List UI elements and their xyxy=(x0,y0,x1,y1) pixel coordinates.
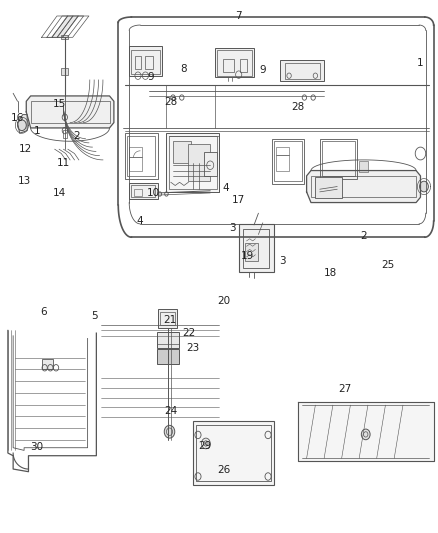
Bar xyxy=(61,68,68,75)
Bar xyxy=(196,425,271,481)
Text: 30: 30 xyxy=(30,442,43,451)
Text: 2: 2 xyxy=(360,231,367,240)
Bar xyxy=(127,136,155,176)
Text: 18: 18 xyxy=(324,268,337,278)
Bar xyxy=(280,60,324,81)
Bar xyxy=(320,139,357,179)
Circle shape xyxy=(361,429,370,440)
Bar xyxy=(135,56,141,69)
Bar xyxy=(125,133,158,179)
Text: 24: 24 xyxy=(164,407,177,416)
Text: 28: 28 xyxy=(164,98,177,107)
Text: 6: 6 xyxy=(40,307,47,317)
Text: 3: 3 xyxy=(229,223,236,233)
Bar xyxy=(173,141,191,163)
Bar xyxy=(359,161,368,172)
Bar xyxy=(311,176,416,197)
Circle shape xyxy=(201,438,210,449)
Bar xyxy=(223,59,234,72)
Polygon shape xyxy=(18,115,27,133)
Text: 10: 10 xyxy=(147,189,160,198)
Text: 15: 15 xyxy=(53,99,66,109)
Bar xyxy=(169,136,217,189)
Bar xyxy=(193,421,274,485)
Text: 27: 27 xyxy=(339,384,352,394)
Text: 16: 16 xyxy=(11,114,24,123)
Bar xyxy=(240,59,247,72)
Text: 28: 28 xyxy=(291,102,304,111)
Text: 4: 4 xyxy=(222,183,229,193)
Bar xyxy=(285,63,320,79)
Bar xyxy=(61,35,68,39)
Text: 1: 1 xyxy=(417,58,424,68)
Text: 1: 1 xyxy=(34,126,41,135)
Text: 7: 7 xyxy=(235,11,242,21)
Bar xyxy=(129,157,142,171)
Bar xyxy=(129,183,158,199)
Bar xyxy=(42,359,53,369)
Text: 14: 14 xyxy=(53,188,66,198)
Text: 25: 25 xyxy=(381,260,394,270)
Circle shape xyxy=(18,120,26,131)
Bar xyxy=(276,147,289,155)
Bar xyxy=(215,48,254,77)
Text: 5: 5 xyxy=(91,311,98,320)
Bar xyxy=(145,56,153,69)
Text: 20: 20 xyxy=(217,296,230,306)
Bar xyxy=(217,50,252,76)
Bar xyxy=(245,243,258,261)
Bar xyxy=(131,185,155,197)
Text: 9: 9 xyxy=(259,66,266,75)
Bar xyxy=(31,101,110,123)
Bar xyxy=(129,46,162,76)
Bar xyxy=(63,130,67,138)
Bar xyxy=(166,133,219,192)
Bar xyxy=(129,147,142,157)
Text: 29: 29 xyxy=(198,441,212,451)
Text: 2: 2 xyxy=(73,131,80,141)
Bar xyxy=(322,141,355,176)
Bar xyxy=(134,189,142,196)
Bar xyxy=(157,332,179,348)
Polygon shape xyxy=(52,16,78,37)
Text: 22: 22 xyxy=(183,328,196,338)
Text: 26: 26 xyxy=(217,465,230,475)
Text: 13: 13 xyxy=(18,176,31,186)
Text: 8: 8 xyxy=(180,64,187,74)
Text: 12: 12 xyxy=(19,144,32,154)
Text: 3: 3 xyxy=(279,256,286,266)
Bar xyxy=(239,224,274,272)
Bar xyxy=(188,144,210,181)
Polygon shape xyxy=(307,171,420,203)
Bar xyxy=(276,155,289,171)
Polygon shape xyxy=(298,402,434,461)
Polygon shape xyxy=(26,96,114,128)
Text: 21: 21 xyxy=(163,315,177,325)
Circle shape xyxy=(420,181,428,192)
Bar xyxy=(131,50,160,74)
Bar xyxy=(243,229,269,268)
Text: 11: 11 xyxy=(57,158,70,167)
Bar xyxy=(315,177,342,198)
Bar xyxy=(204,152,217,176)
Text: 9: 9 xyxy=(148,72,155,82)
Bar xyxy=(158,309,177,328)
Text: 17: 17 xyxy=(232,195,245,205)
Text: 19: 19 xyxy=(241,251,254,261)
Bar xyxy=(272,139,304,184)
Text: 23: 23 xyxy=(186,343,199,352)
Circle shape xyxy=(164,425,175,438)
Bar xyxy=(157,349,179,364)
Bar xyxy=(160,312,175,325)
Bar xyxy=(274,141,302,181)
Text: 4: 4 xyxy=(137,216,144,226)
